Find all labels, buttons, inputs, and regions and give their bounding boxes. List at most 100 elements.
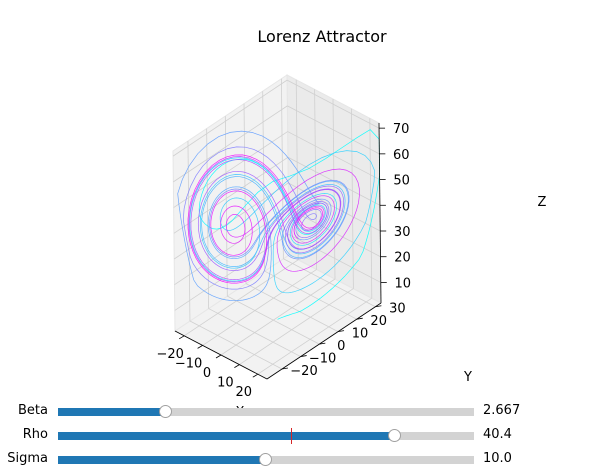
- y-tick-label: −10: [309, 352, 336, 367]
- slider-fill: [58, 432, 395, 440]
- lorenz-trajectory: [177, 129, 380, 320]
- trajectory-segment: [272, 189, 341, 247]
- trajectory-segment: [276, 208, 297, 269]
- slider-value-rho: 40.4: [483, 427, 512, 442]
- x-tick-label: 0: [203, 366, 211, 381]
- trajectory-segment: [210, 190, 260, 256]
- z-grid-line: [287, 131, 380, 180]
- z-tick-label: 10: [395, 276, 412, 291]
- x-grid-line: [220, 278, 336, 356]
- y-grid-line: [262, 91, 266, 272]
- z-grid-line: [288, 234, 381, 283]
- trajectory-segment: [276, 214, 334, 255]
- slider-beta[interactable]: [58, 405, 474, 418]
- trajectory-segment: [259, 184, 346, 246]
- x-tick: [178, 335, 185, 340]
- x-grid-line: [351, 108, 354, 289]
- y-grid-line: [283, 258, 376, 308]
- slider-label-beta: Beta: [18, 403, 48, 418]
- slider-fill: [58, 408, 167, 416]
- trajectory-segment: [189, 164, 262, 282]
- trajectory-segment: [285, 202, 314, 254]
- y-grid-line: [227, 295, 320, 345]
- trajectory-segment: [187, 154, 284, 284]
- trajectory-segment: [204, 252, 269, 290]
- trajectory-segment: [301, 202, 328, 234]
- trajectory-segment: [302, 213, 317, 222]
- x-tick-label: −10: [175, 356, 202, 371]
- y-tick-label: 0: [337, 339, 345, 354]
- trajectory-segment: [286, 198, 332, 240]
- z-grid-line: [287, 105, 380, 155]
- chart-title: Lorenz Attractor: [257, 27, 387, 46]
- trajectory-segment: [226, 179, 308, 238]
- x-grid-line: [314, 89, 317, 270]
- y-axis-line: [266, 302, 382, 380]
- trajectory-segment: [198, 158, 326, 230]
- z-grid-line: [172, 79, 288, 157]
- y-tick: [300, 355, 307, 357]
- z-tick-label: 20: [394, 251, 411, 266]
- axis-panes: [172, 74, 382, 380]
- trajectory-segment: [201, 206, 261, 267]
- y-tick: [281, 367, 289, 370]
- y-grid-line: [189, 320, 283, 370]
- trajectory-segment: [287, 180, 349, 259]
- trajectory-segment: [236, 182, 320, 259]
- z-axis-label: Z: [538, 195, 547, 210]
- x-grid-line: [332, 98, 336, 280]
- trajectory-segment: [195, 248, 267, 280]
- x-tick: [215, 354, 222, 359]
- x-tick: [197, 345, 203, 349]
- trajectory-segment: [207, 186, 265, 260]
- y-tick: [319, 342, 326, 345]
- z-tick-label: 40: [394, 199, 411, 214]
- y-tick-label: 20: [370, 314, 387, 329]
- y-grid-line: [280, 78, 284, 259]
- y-tick-label: 10: [352, 327, 369, 342]
- trajectory-segment: [247, 208, 267, 281]
- x-grid-line: [183, 259, 299, 337]
- slider-value-beta: 2.667: [483, 403, 521, 418]
- trajectory-segment: [203, 176, 288, 252]
- x-grid-line: [257, 297, 373, 375]
- trajectory-segment: [272, 250, 280, 292]
- trajectory-segment: [291, 205, 321, 244]
- slider-rho[interactable]: [58, 428, 474, 444]
- z-grid-line: [174, 234, 289, 311]
- trajectory-segment: [216, 157, 317, 232]
- z-tick-label: 70: [393, 122, 410, 137]
- trajectory-segment: [297, 201, 330, 239]
- trajectory-segment: [220, 206, 244, 244]
- axis-grid: [172, 78, 381, 375]
- slider-handle[interactable]: [159, 405, 173, 418]
- slider-label-rho: Rho: [22, 427, 48, 442]
- trajectory-segment: [231, 205, 253, 256]
- slider-handle[interactable]: [259, 453, 272, 466]
- trajectory-segment: [287, 211, 312, 250]
- trajectory-segment: [283, 185, 345, 254]
- x-tick: [234, 364, 240, 368]
- y-tick: [337, 330, 345, 333]
- x-grid-line: [202, 269, 317, 346]
- trajectory-segment: [265, 188, 342, 249]
- slider-handle[interactable]: [387, 429, 401, 442]
- trajectory-segment: [281, 222, 314, 260]
- trajectory-segment: [290, 204, 326, 230]
- trajectory-segment: [291, 206, 325, 231]
- slider-sigma[interactable]: [58, 453, 474, 466]
- trajectory-segment: [209, 221, 260, 258]
- slider-value-sigma: 10.0: [483, 451, 512, 466]
- y-grid-line: [206, 128, 210, 309]
- z-grid-line: [173, 156, 289, 234]
- trajectory-segment: [293, 207, 323, 239]
- y-grid-line: [264, 270, 357, 320]
- z-grid-line: [288, 208, 381, 258]
- trajectory-segment: [199, 174, 278, 269]
- z-grid-line: [173, 105, 288, 183]
- z-grid-line: [286, 79, 380, 129]
- trajectory-segment: [197, 170, 280, 271]
- trajectory-segment: [279, 150, 375, 294]
